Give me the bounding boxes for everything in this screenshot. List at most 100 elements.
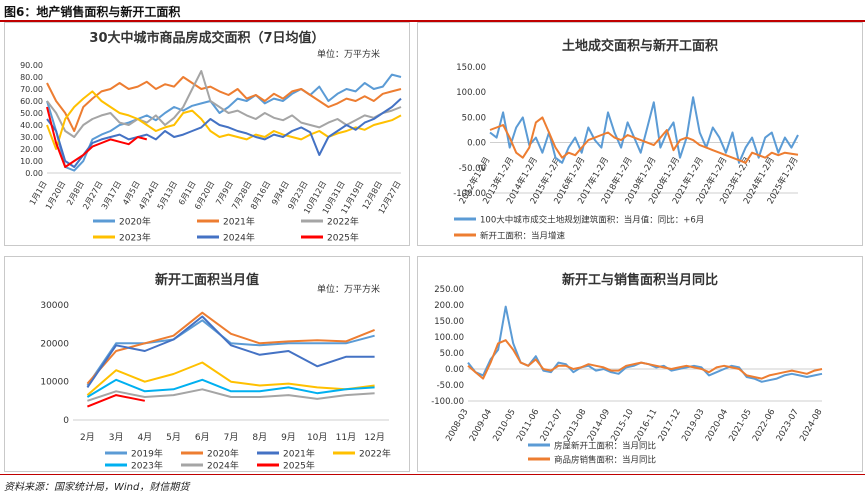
y-tick-label: 0.00 [25, 169, 43, 178]
x-tick-label: 11月 [336, 432, 356, 443]
y-tick-label: 80.00 [20, 73, 43, 82]
x-tick-label: 6月 [195, 432, 210, 443]
series-line [87, 388, 375, 402]
y-tick-label: 10000 [40, 378, 69, 388]
series-line [489, 96, 799, 164]
series-line [86, 361, 375, 396]
x-tick-label: 5月 [166, 432, 181, 443]
x-tick-label: 2019-03 [680, 408, 706, 444]
series-line [87, 394, 145, 408]
panel-startsmonthly: 新开工面积当月值 单位：万平方米 0 10000 20000 30000 2月 3月 4月 5… [4, 256, 410, 472]
y-tick-label: 50.00 [462, 113, 486, 123]
series-line [467, 339, 823, 380]
x-tick-label: 9月 [281, 432, 296, 443]
panel-yoy: 新开工与销售面积当月同比 -100.00 -50.00 0.00 50.00 100.0… [417, 256, 863, 472]
chart-unit: 单位：万平方米 [317, 50, 381, 60]
panel-landvsstarts: 土地成交面积与新开工面积 -100.00 -50.00 0.00 50.00 100.0… [417, 22, 863, 246]
x-tick-label: 2012-07 [539, 408, 565, 444]
y-tick-label: 100.00 [434, 333, 464, 343]
y-tick-label: 0.00 [445, 365, 464, 375]
x-tick-label: 2014-09 [586, 408, 612, 444]
y-tick-label: 90.00 [20, 61, 43, 70]
series-line [46, 106, 148, 168]
x-tick-label: 7月 [224, 432, 239, 443]
x-tick-label: 2020-04 [704, 408, 730, 444]
x-tick-label: 3月 [109, 432, 124, 443]
y-tick-label: -50.00 [437, 381, 464, 391]
x-tick-label: 2013-08 [562, 408, 588, 444]
y-tick-label: 100.00 [456, 88, 486, 98]
y-tick-label: 50.00 [440, 349, 464, 359]
series-line [46, 97, 402, 168]
legend-label: 2022年 [327, 216, 359, 228]
x-tick-label: 2021-05 [727, 408, 753, 444]
series-line [467, 305, 823, 383]
series-line [86, 378, 375, 398]
legend-label: 2021年 [283, 448, 315, 460]
y-tick-label: 70.00 [20, 85, 43, 94]
legend-label: 2023年 [131, 460, 163, 472]
chart-title: 新开工面积当月值 [154, 273, 259, 288]
series-line [46, 76, 402, 132]
legend-label: 2022年 [359, 448, 391, 460]
y-tick-label: 30.00 [20, 133, 43, 142]
figure-title: 图6：地产销售面积与新开工面积 [4, 5, 181, 19]
legend-label: 商品房销售面积：当月同比 [554, 455, 656, 466]
chart-sales7d: 0.00 10.00 20.00 30.00 40.00 50.00 60.00 70.00 8… [20, 61, 403, 244]
y-tick-label: 40.00 [20, 121, 43, 130]
y-tick-label: 0.00 [467, 139, 486, 149]
x-tick-label: 8月 [252, 432, 267, 443]
chart-startsmonthly: 0 10000 20000 30000 2月 3月 4月 5月 6月 7月 8月 9月 10月 11月 12… [40, 301, 391, 472]
x-tick-label: 2008-03 [444, 408, 470, 444]
y-tick-label: 200.00 [434, 301, 464, 311]
x-tick-label: 2011-06 [515, 408, 541, 444]
legend-label: 2025年 [327, 232, 359, 244]
y-tick-label: 150.00 [434, 317, 464, 327]
series-line [46, 73, 402, 172]
y-tick-label: 50.00 [20, 109, 43, 118]
legend-label: 房屋新开工面积：当月同比 [554, 441, 656, 452]
y-tick-label: 150.00 [456, 63, 486, 73]
legend-label: 新开工面积：当月增速 [480, 231, 566, 242]
legend-label: 100大中城市成交土地规划建筑面积：当月值：同比：+6月 [480, 215, 704, 226]
chart-title: 新开工与销售面积当月同比 [561, 273, 718, 288]
series-line [489, 116, 799, 164]
panel-sales7d: 30大中城市商品房成交面积（7日均值） 单位：万平方米 0.00 10.00 20.… [4, 22, 410, 246]
y-tick-label: -100.00 [453, 189, 486, 199]
chart-yoy: -100.00 -50.00 0.00 50.00 100.00 150.00 200.00… [431, 285, 824, 466]
series-line [86, 315, 375, 388]
x-tick-label: 2017-12 [657, 408, 683, 444]
bottom-divider [0, 474, 865, 475]
x-tick-label: 2022-06 [751, 408, 777, 444]
x-tick-label: 2009-04 [468, 408, 494, 444]
y-tick-label: 10.00 [20, 157, 43, 166]
series-line [86, 319, 375, 387]
y-tick-label: 0 [63, 416, 69, 426]
legend-label: 2020年 [119, 216, 151, 228]
legend-label: 2025年 [283, 460, 315, 472]
chart-title: 土地成交面积与新开工面积 [561, 39, 718, 54]
source-note: 资料来源：国家统计局，Wind，财信期货 [4, 482, 190, 493]
legend-label: 2020年 [207, 448, 239, 460]
y-tick-label: 30000 [40, 301, 69, 311]
chart-title: 30大中城市商品房成交面积（7日均值） [89, 31, 325, 46]
x-tick-label: 2024-08 [798, 408, 824, 444]
x-tick-label: 2023-07 [775, 408, 801, 444]
y-tick-label: -50.00 [459, 164, 486, 174]
x-tick-label: 2015-10 [609, 408, 635, 444]
x-tick-label: 2010-05 [491, 408, 517, 444]
y-tick-label: 20000 [40, 339, 69, 349]
legend-label: 2024年 [223, 232, 255, 244]
x-tick-label: 12月 [364, 432, 384, 443]
series-line [46, 90, 402, 150]
legend-label: 2021年 [223, 216, 255, 228]
legend-label: 2024年 [207, 460, 239, 472]
series-line [46, 70, 402, 138]
legend-label: 2023年 [119, 232, 151, 244]
y-tick-label: -100.00 [431, 397, 464, 407]
title-divider [0, 20, 865, 22]
x-tick-label: 2016-11 [633, 408, 659, 444]
y-tick-label: 20.00 [20, 145, 43, 154]
x-tick-label: 4月 [137, 432, 152, 443]
chart-landvsstarts: -100.00-50.000.0050.00100.00150.002012年1… [453, 63, 800, 242]
